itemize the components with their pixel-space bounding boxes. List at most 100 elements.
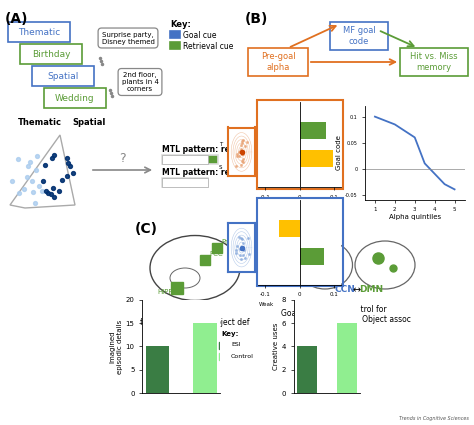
Bar [162,155,208,164]
Bar [193,323,217,393]
Text: ESI: ESI [231,342,241,346]
Point [243,139,251,145]
Point [240,151,247,158]
Point [232,162,239,169]
Bar [300,150,333,167]
Y-axis label: Creative uses: Creative uses [273,323,279,370]
Text: Attentive: Attentive [258,204,283,209]
Text: Hit: Hit [411,158,422,167]
X-axis label: Pre-goal alpha: Pre-goal alpha [272,211,328,220]
Text: Wedding: Wedding [55,94,95,102]
Text: PCC: PCC [209,251,223,257]
Bar [146,346,169,393]
Text: Key:: Key: [170,20,191,29]
Text: (B): (B) [245,12,268,26]
Text: (C): (C) [135,222,158,236]
Bar [8,22,70,42]
Bar [162,155,188,164]
Bar [219,342,228,348]
Text: ?: ? [118,152,125,165]
Text: Goal cue: Goal cue [183,31,217,40]
Text: Trends in Cognitive Sciences: Trends in Cognitive Sciences [399,416,469,421]
Text: Thematic: Thematic [18,28,60,37]
Bar [219,354,228,360]
X-axis label: Alpha quintiles: Alpha quintiles [389,214,441,220]
Y-axis label: Goal code: Goal code [336,136,342,170]
Bar [162,178,182,187]
Point [239,156,247,163]
Text: ESI > Control for
Creative uses > Object assoc: ESI > Control for Creative uses > Object… [299,305,411,324]
Y-axis label: Imagined
episodic details: Imagined episodic details [110,319,123,374]
Text: PreC: PreC [221,239,237,245]
Point [238,138,246,145]
Bar [248,48,308,76]
Text: Pre-goal
alpha: Pre-goal alpha [261,52,295,72]
Point [233,153,241,159]
Text: Retrieval cue: Retrieval cue [183,42,233,51]
Bar [190,178,208,187]
Text: Spatial: Spatial [72,118,105,127]
Point [237,246,244,252]
Bar [188,155,198,164]
Text: Hit vs. Miss
memory: Hit vs. Miss memory [410,52,458,72]
Text: Thematic: Thematic [18,118,62,127]
Point [241,142,248,149]
Point [237,161,245,168]
Point [238,244,246,250]
Bar [44,88,106,108]
Point [235,149,243,156]
Point [237,145,245,152]
Text: (A): (A) [5,12,28,26]
Point [233,242,241,249]
Point [233,150,240,157]
Bar [300,248,324,265]
Point [242,255,249,262]
Text: Weak: Weak [258,302,273,307]
Bar [398,169,408,176]
Point [239,252,246,258]
Point [236,153,243,160]
Bar [182,178,190,187]
Bar [279,220,300,237]
Text: S: S [219,165,222,170]
Text: Strong: Strong [323,302,341,307]
Text: MF goal
code: MF goal code [343,26,375,46]
Bar [330,22,388,50]
Point [236,251,244,258]
Point [238,246,246,253]
Point [232,246,240,253]
Point [235,234,243,241]
Text: Inattentive: Inattentive [311,204,341,209]
Point [236,147,244,154]
Point [237,245,245,252]
Bar [162,178,208,187]
Text: DMN: DMN [359,286,383,295]
Point [239,240,247,246]
Text: ESI > Control
for Imagination > Object def: ESI > Control for Imagination > Object d… [140,308,250,327]
Point [237,235,245,242]
Bar [297,346,317,393]
Bar [398,158,408,165]
Bar [20,44,82,64]
Text: T: T [219,142,222,147]
Bar [300,122,326,139]
Point [232,249,239,256]
Point [238,157,246,164]
Point [239,159,247,165]
Text: Key:: Key: [398,148,419,157]
Point [238,139,246,146]
Text: Miss: Miss [411,169,428,178]
Bar [170,31,180,38]
Point [237,256,245,263]
Text: CCN: CCN [334,286,355,295]
Text: Control: Control [231,354,254,359]
Text: Birthday: Birthday [32,49,70,59]
Point [238,246,246,253]
Text: Surprise party,
Disney themed: Surprise party, Disney themed [101,31,155,45]
Point [239,136,246,143]
Bar [400,48,468,76]
Text: HIPP: HIPP [157,289,173,295]
Point [240,246,248,253]
Point [238,151,246,158]
Point [245,251,253,258]
